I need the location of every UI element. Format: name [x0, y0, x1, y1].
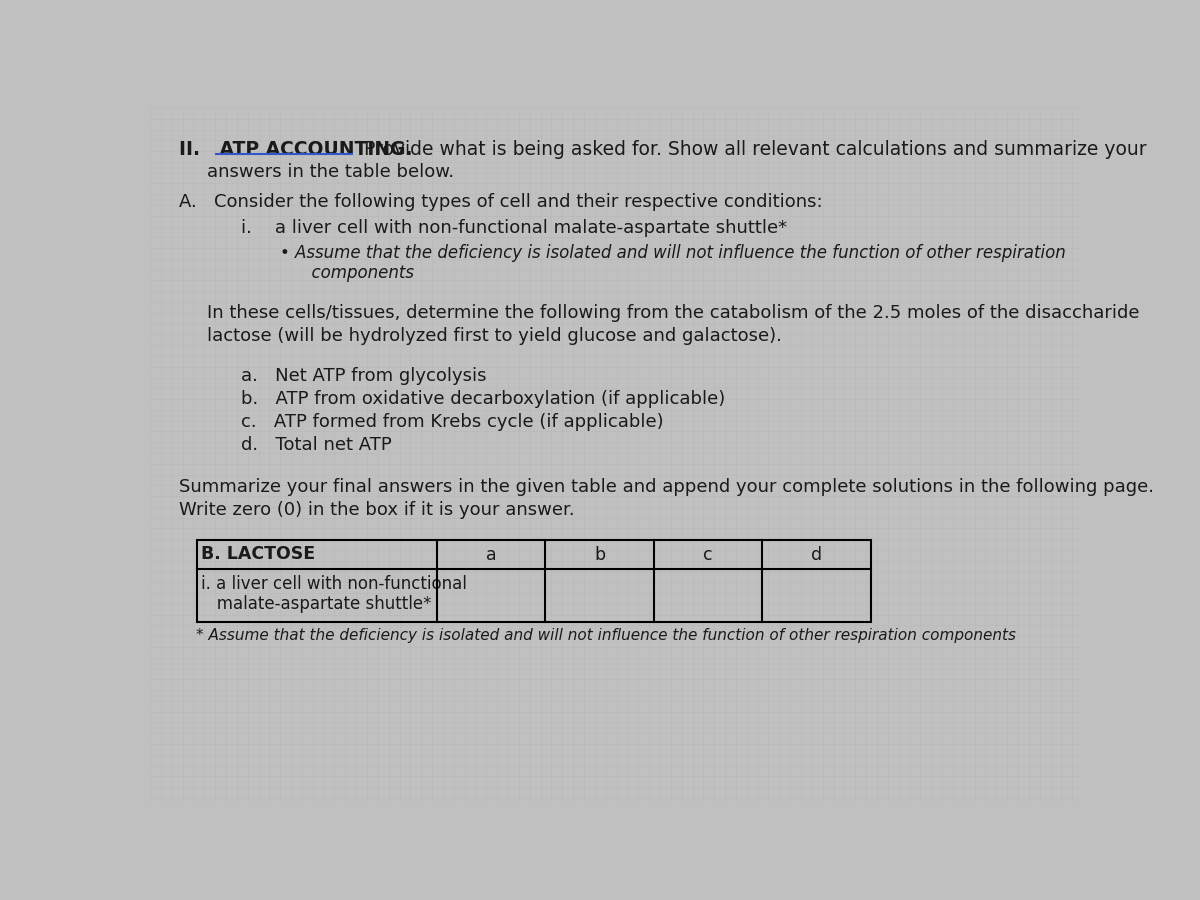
Text: II.   ATP ACCOUNTING.: II. ATP ACCOUNTING. [180, 140, 413, 159]
Text: i. a liver cell with non-functional: i. a liver cell with non-functional [202, 575, 467, 593]
Text: Summarize your final answers in the given table and append your complete solutio: Summarize your final answers in the give… [180, 479, 1154, 497]
Text: b.   ATP from oxidative decarboxylation (if applicable): b. ATP from oxidative decarboxylation (i… [241, 390, 726, 408]
Text: c.   ATP formed from Krebs cycle (if applicable): c. ATP formed from Krebs cycle (if appli… [241, 413, 664, 431]
Text: a.   Net ATP from glycolysis: a. Net ATP from glycolysis [241, 366, 487, 384]
Text: d: d [811, 546, 822, 564]
Text: d.   Total net ATP: d. Total net ATP [241, 436, 392, 454]
Text: answers in the table below.: answers in the table below. [206, 164, 454, 182]
Text: * Assume that the deficiency is isolated and will not influence the function of : * Assume that the deficiency is isolated… [197, 628, 1016, 643]
Text: • Assume that the deficiency is isolated and will not influence the function of : • Assume that the deficiency is isolated… [281, 244, 1066, 262]
Text: Write zero (0) in the box if it is your answer.: Write zero (0) in the box if it is your … [180, 501, 575, 519]
Text: Provide what is being asked for. Show all relevant calculations and summarize yo: Provide what is being asked for. Show al… [352, 140, 1146, 159]
Text: B. LACTOSE: B. LACTOSE [202, 544, 316, 562]
Text: c: c [703, 546, 713, 564]
Text: In these cells/tissues, determine the following from the catabolism of the 2.5 m: In these cells/tissues, determine the fo… [206, 303, 1139, 321]
Text: i.    a liver cell with non-functional malate-aspartate shuttle*: i. a liver cell with non-functional mala… [241, 219, 787, 237]
Text: lactose (will be hydrolyzed first to yield glucose and galactose).: lactose (will be hydrolyzed first to yie… [206, 327, 781, 345]
Text: components: components [281, 264, 414, 282]
Text: A.   Consider the following types of cell and their respective conditions:: A. Consider the following types of cell … [180, 193, 823, 211]
Text: b: b [594, 546, 605, 564]
Text: a: a [486, 546, 497, 564]
Text: malate-aspartate shuttle*: malate-aspartate shuttle* [202, 596, 432, 614]
Bar [197, 540, 871, 622]
